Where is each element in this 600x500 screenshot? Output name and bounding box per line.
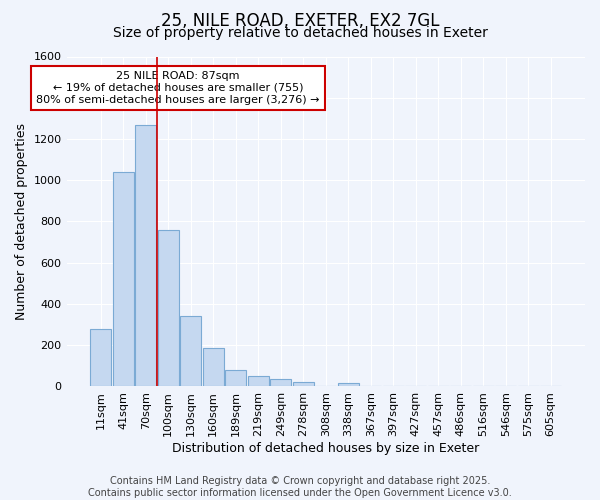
Bar — [113, 172, 134, 386]
Bar — [293, 382, 314, 386]
Bar — [90, 328, 112, 386]
Text: Contains HM Land Registry data © Crown copyright and database right 2025.
Contai: Contains HM Land Registry data © Crown c… — [88, 476, 512, 498]
Bar — [158, 230, 179, 386]
Bar — [203, 348, 224, 387]
Text: Size of property relative to detached houses in Exeter: Size of property relative to detached ho… — [113, 26, 487, 40]
Bar — [135, 124, 157, 386]
Bar — [180, 316, 202, 386]
X-axis label: Distribution of detached houses by size in Exeter: Distribution of detached houses by size … — [172, 442, 479, 455]
Bar — [248, 376, 269, 386]
Text: 25 NILE ROAD: 87sqm
← 19% of detached houses are smaller (755)
80% of semi-detac: 25 NILE ROAD: 87sqm ← 19% of detached ho… — [36, 72, 320, 104]
Bar — [270, 379, 292, 386]
Bar — [338, 384, 359, 386]
Y-axis label: Number of detached properties: Number of detached properties — [15, 123, 28, 320]
Bar — [225, 370, 247, 386]
Text: 25, NILE ROAD, EXETER, EX2 7GL: 25, NILE ROAD, EXETER, EX2 7GL — [161, 12, 439, 30]
